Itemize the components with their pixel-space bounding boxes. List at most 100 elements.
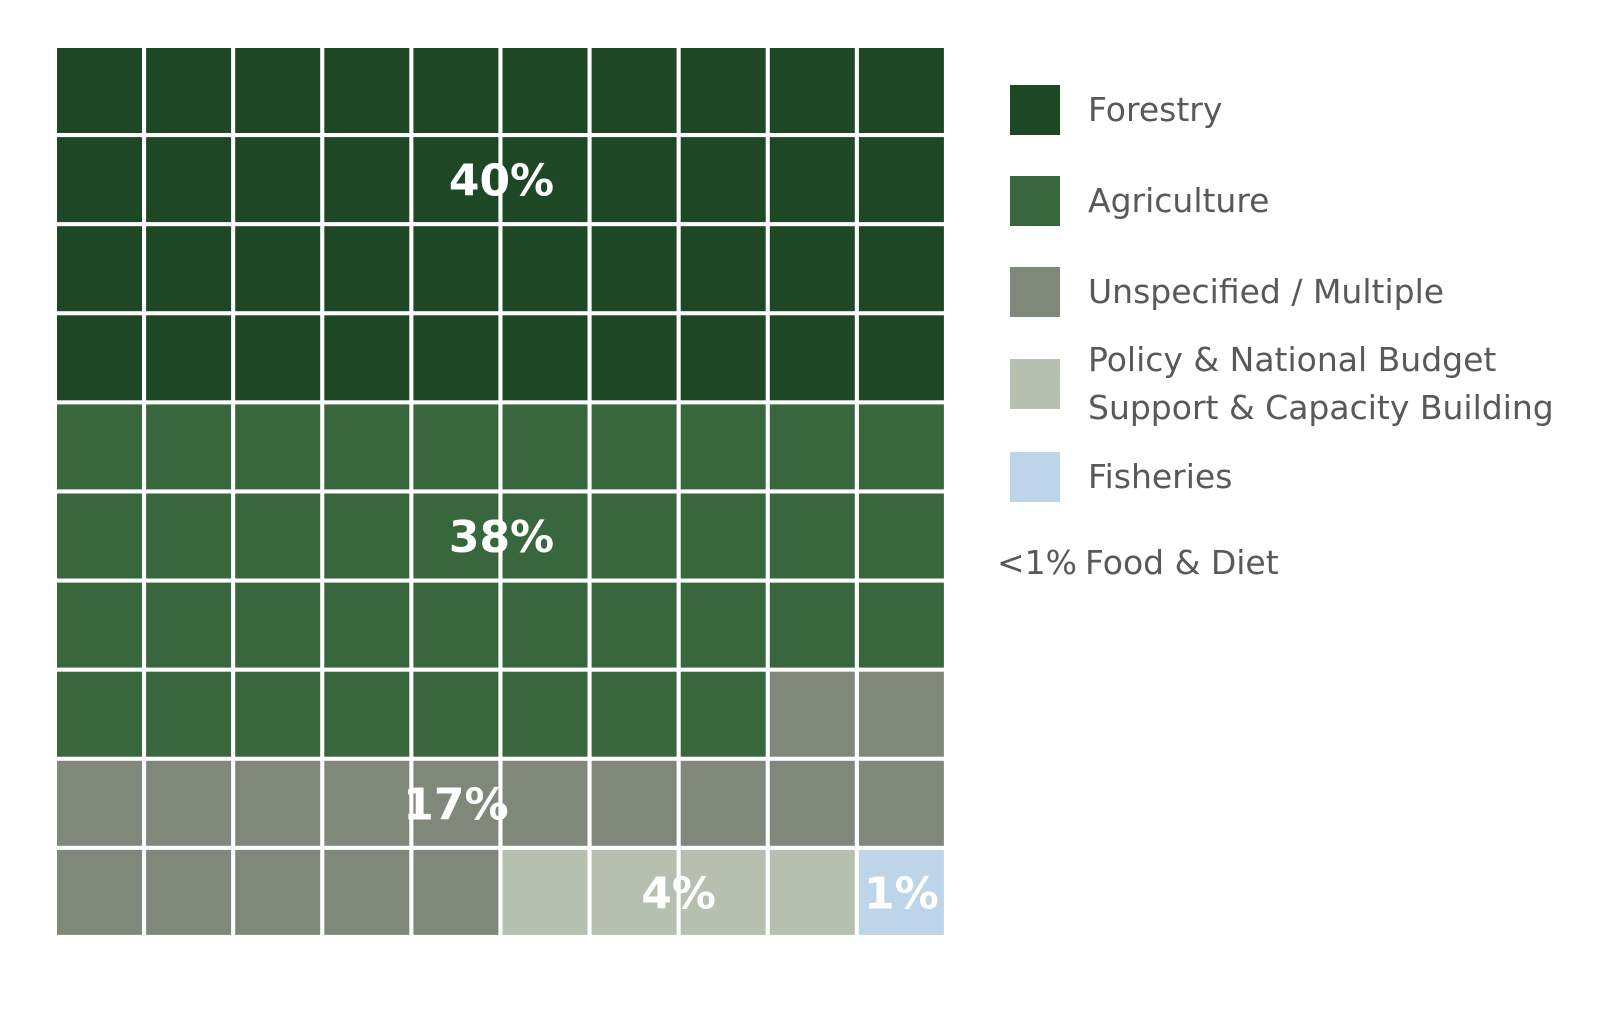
waffle-cell-agriculture (413, 671, 499, 757)
waffle-cell-policy-national-budget-support-capacity-building (502, 849, 588, 935)
waffle-cell-unspecified-multiple (413, 760, 499, 846)
waffle-cell-unspecified-multiple (57, 849, 142, 935)
waffle-cell-forestry (324, 48, 410, 133)
waffle-cell-forestry (858, 137, 944, 223)
waffle-cell-unspecified-multiple (502, 760, 588, 846)
waffle-cell-agriculture (324, 493, 410, 579)
waffle-cell-fisheries (858, 849, 944, 935)
waffle-cell-agriculture (324, 582, 410, 668)
waffle-cell-agriculture (235, 582, 321, 668)
legend-item-policy: Policy & National Budget Support & Capac… (1010, 336, 1554, 432)
waffle-cell-policy-national-budget-support-capacity-building (591, 849, 677, 935)
waffle-cell-unspecified-multiple (146, 760, 232, 846)
waffle-cell-unspecified-multiple (235, 760, 321, 846)
waffle-cell-policy-national-budget-support-capacity-building (769, 849, 855, 935)
waffle-cell-agriculture (858, 493, 944, 579)
waffle-cell-agriculture (769, 404, 855, 490)
waffle-cell-agriculture (680, 493, 766, 579)
waffle-cell-agriculture (413, 582, 499, 668)
data-label-policy-national-budget-support-capacity-building: 4% (641, 868, 716, 919)
waffle-cell-policy-national-budget-support-capacity-building (680, 849, 766, 935)
waffle-cell-agriculture (591, 582, 677, 668)
waffle-cell-forestry (57, 315, 142, 401)
waffle-cell-forestry (324, 226, 410, 312)
waffle-cell-unspecified-multiple (324, 760, 410, 846)
waffle-cell-forestry (591, 48, 677, 133)
waffle-cell-agriculture (324, 404, 410, 490)
legend-note-label: Food & Diet (1085, 543, 1279, 582)
waffle-cell-agriculture (235, 404, 321, 490)
waffle-cell-unspecified-multiple (235, 849, 321, 935)
waffle-cell-agriculture (146, 404, 232, 490)
waffle-cell-unspecified-multiple (413, 849, 499, 935)
waffle-cell-forestry (413, 137, 499, 223)
waffle-cell-forestry (858, 315, 944, 401)
waffle-cell-forestry (858, 48, 944, 133)
waffle-cell-forestry (591, 137, 677, 223)
waffle-cell-agriculture (591, 493, 677, 579)
legend-swatch-forestry (1010, 85, 1060, 135)
waffle-cell-forestry (769, 137, 855, 223)
waffle-cell-unspecified-multiple (769, 760, 855, 846)
waffle-cell-agriculture (235, 493, 321, 579)
waffle-cell-forestry (324, 137, 410, 223)
waffle-cell-forestry (235, 137, 321, 223)
waffle-cell-unspecified-multiple (591, 760, 677, 846)
waffle-cell-forestry (146, 315, 232, 401)
waffle-cell-forestry (146, 137, 232, 223)
legend-item-forestry: Forestry (1010, 85, 1222, 135)
waffle-cell-agriculture (769, 582, 855, 668)
legend-label-forestry: Forestry (1088, 90, 1223, 129)
waffle-cell-forestry (235, 226, 321, 312)
waffle-cell-forestry (680, 48, 766, 133)
waffle-cell-agriculture (57, 671, 142, 757)
waffle-cell-agriculture (502, 671, 588, 757)
waffle-cell-forestry (502, 48, 588, 133)
waffle-cell-forestry (680, 315, 766, 401)
waffle-cell-agriculture (858, 404, 944, 490)
waffle-cell-unspecified-multiple (57, 760, 142, 846)
waffle-cell-forestry (502, 137, 588, 223)
data-label-forestry: 40% (449, 156, 554, 207)
waffle-cell-agriculture (858, 582, 944, 668)
waffle-cell-unspecified-multiple (146, 849, 232, 935)
waffle-cell-agriculture (57, 493, 142, 579)
waffle-cell-agriculture (146, 671, 232, 757)
waffle-cell-forestry (57, 137, 142, 223)
waffle-cell-forestry (769, 226, 855, 312)
legend-label-unspecified: Unspecified / Multiple (1088, 272, 1445, 311)
legend-label-fisheries: Fisheries (1088, 457, 1233, 496)
waffle-cell-agriculture (146, 493, 232, 579)
waffle-cell-agriculture (769, 493, 855, 579)
waffle-cell-agriculture (57, 404, 142, 490)
waffle-cell-forestry (413, 315, 499, 401)
data-label-fisheries: 1% (864, 868, 939, 919)
waffle-cell-agriculture (680, 671, 766, 757)
waffle-cell-agriculture (591, 404, 677, 490)
legend-label-policy: Policy & National Budget Support & Capac… (1088, 340, 1554, 427)
waffle-cell-unspecified-multiple (858, 760, 944, 846)
waffle-cell-forestry (591, 315, 677, 401)
waffle-cell-agriculture (146, 582, 232, 668)
waffle-cell-unspecified-multiple (324, 849, 410, 935)
waffle-cell-forestry (146, 48, 232, 133)
waffle-cell-forestry (235, 315, 321, 401)
waffle-cell-unspecified-multiple (680, 760, 766, 846)
waffle-cell-agriculture (502, 582, 588, 668)
waffle-cell-agriculture (324, 671, 410, 757)
waffle-cell-forestry (680, 137, 766, 223)
waffle-cell-forestry (858, 226, 944, 312)
waffle-cell-agriculture (502, 493, 588, 579)
waffle-cell-agriculture (413, 493, 499, 579)
legend-swatch-agriculture (1010, 176, 1060, 226)
waffle-cell-agriculture (680, 582, 766, 668)
waffle-cell-forestry (324, 315, 410, 401)
waffle-cell-agriculture (680, 404, 766, 490)
waffle-cell-forestry (235, 48, 321, 133)
data-label-unspecified-multiple: 17% (403, 779, 508, 830)
waffle-cell-unspecified-multiple (769, 671, 855, 757)
waffle-cell-forestry (146, 226, 232, 312)
waffle-cell-forestry (680, 226, 766, 312)
legend-swatch-policy (1010, 359, 1060, 409)
